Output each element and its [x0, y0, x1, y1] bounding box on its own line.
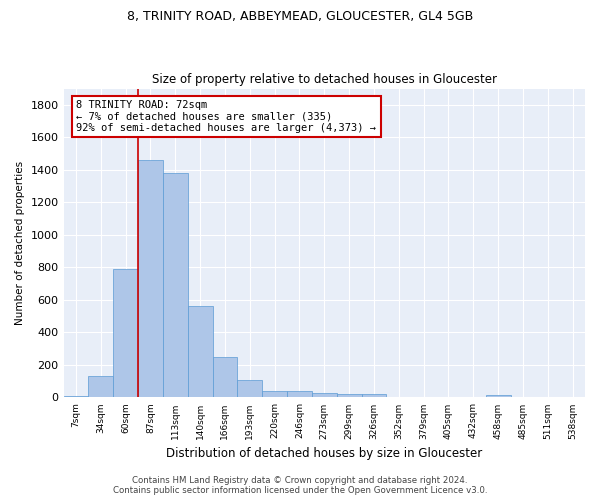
- Text: 8, TRINITY ROAD, ABBEYMEAD, GLOUCESTER, GL4 5GB: 8, TRINITY ROAD, ABBEYMEAD, GLOUCESTER, …: [127, 10, 473, 23]
- Text: 8 TRINITY ROAD: 72sqm
← 7% of detached houses are smaller (335)
92% of semi-deta: 8 TRINITY ROAD: 72sqm ← 7% of detached h…: [76, 100, 376, 133]
- Bar: [163, 173, 188, 398]
- Bar: [64, 396, 88, 398]
- Bar: [88, 376, 113, 398]
- Bar: [262, 392, 287, 398]
- Bar: [138, 160, 163, 398]
- Bar: [188, 306, 212, 398]
- Bar: [312, 394, 337, 398]
- Y-axis label: Number of detached properties: Number of detached properties: [15, 161, 25, 325]
- Bar: [362, 394, 386, 398]
- Bar: [113, 269, 138, 398]
- Text: Contains HM Land Registry data © Crown copyright and database right 2024.
Contai: Contains HM Land Registry data © Crown c…: [113, 476, 487, 495]
- Bar: [337, 394, 362, 398]
- Bar: [287, 392, 312, 398]
- Title: Size of property relative to detached houses in Gloucester: Size of property relative to detached ho…: [152, 73, 497, 86]
- Bar: [485, 394, 511, 398]
- Bar: [238, 380, 262, 398]
- X-axis label: Distribution of detached houses by size in Gloucester: Distribution of detached houses by size …: [166, 447, 482, 460]
- Bar: [212, 357, 238, 398]
